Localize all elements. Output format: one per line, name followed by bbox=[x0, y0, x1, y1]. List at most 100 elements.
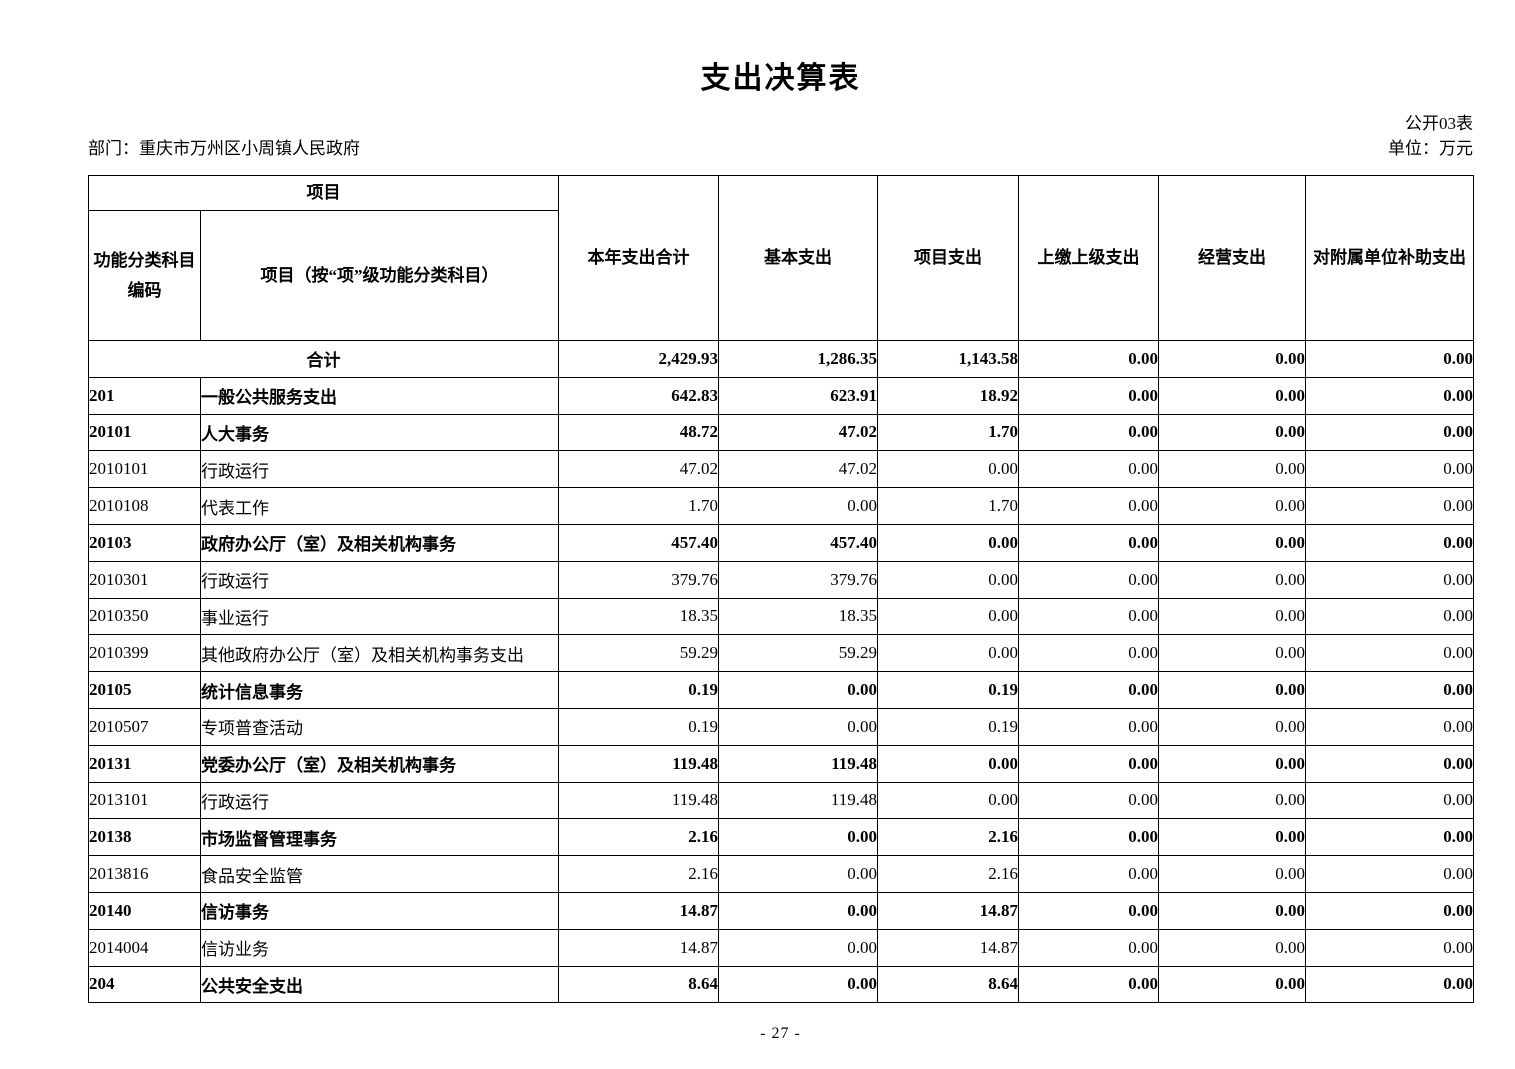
unit-label: 单位：万元 bbox=[1388, 139, 1473, 158]
value-cell: 48.72 bbox=[558, 413, 719, 452]
document-content: 支出决算表 公开03表 部门：重庆市万州区小周镇人民政府 单位：万元 项目 本年… bbox=[88, 0, 1474, 1043]
table-row: 20105 统计信息事务 0.19 0.00 0.19 0.00 0.00 0.00 bbox=[88, 671, 1474, 709]
value-cell: 0.00 bbox=[718, 855, 878, 893]
value-cell: 379.76 bbox=[718, 560, 878, 599]
header-row-group: 项目 本年支出合计 基本支出 项目支出 上缴上级支出 经营支出 对附属单位补助支… bbox=[88, 175, 1474, 341]
value-cell: 0.00 bbox=[1305, 634, 1474, 673]
item-cell: 信访业务 bbox=[200, 928, 559, 967]
value-cell: 0.00 bbox=[718, 487, 878, 525]
value-cell: 0.00 bbox=[877, 597, 1019, 636]
value-cell: 47.02 bbox=[718, 413, 878, 452]
value-cell: 623.91 bbox=[718, 376, 878, 415]
value-cell: 0.00 bbox=[877, 523, 1019, 562]
value-cell: 0.00 bbox=[1018, 744, 1159, 783]
value-cell: 47.02 bbox=[718, 450, 878, 489]
value-cell: 0.00 bbox=[877, 560, 1019, 599]
table-row: 20131 党委办公厅（室）及相关机构事务 119.48 119.48 0.00 0.00… bbox=[88, 744, 1474, 783]
value-cell: 1.70 bbox=[877, 413, 1019, 452]
value-cell: 2.16 bbox=[558, 855, 719, 893]
value-cell: 0.00 bbox=[1305, 560, 1474, 599]
value-cell: 18.35 bbox=[718, 597, 878, 636]
value-cell: 0.00 bbox=[1305, 707, 1474, 746]
table-code-label: 公开03表 bbox=[1405, 114, 1473, 133]
item-cell: 信访事务 bbox=[200, 891, 559, 930]
value-cell: 0.00 bbox=[1018, 781, 1159, 820]
value-cell: 0.00 bbox=[1018, 965, 1159, 1004]
value-cell: 0.00 bbox=[1158, 928, 1306, 967]
value-cell: 14.87 bbox=[877, 891, 1019, 930]
table-row: 20101 人大事务 48.72 47.02 1.70 0.00 0.00 0.00 bbox=[88, 413, 1474, 452]
value-cell: 0.00 bbox=[1158, 671, 1306, 709]
value-cell: 0.00 bbox=[1158, 855, 1306, 893]
table-row: 2013101 行政运行 119.48 119.48 0.00 0.00 0.00 0.00 bbox=[88, 781, 1474, 820]
code-cell: 204 bbox=[88, 965, 201, 1004]
item-cell: 政府办公厅（室）及相关机构事务 bbox=[200, 523, 559, 562]
item-cell: 专项普查活动 bbox=[200, 707, 559, 746]
value-cell: 0.00 bbox=[1158, 450, 1306, 489]
value-cell: 1,286.35 bbox=[718, 340, 878, 378]
value-cell: 0.00 bbox=[1018, 707, 1159, 746]
value-cell: 0.00 bbox=[1158, 523, 1306, 562]
value-cell: 0.00 bbox=[1305, 928, 1474, 967]
value-cell: 0.00 bbox=[718, 891, 878, 930]
value-cell: 0.00 bbox=[718, 818, 878, 857]
code-cell: 2013816 bbox=[88, 855, 201, 893]
value-cell: 0.00 bbox=[1305, 855, 1474, 893]
item-cell: 市场监督管理事务 bbox=[200, 818, 559, 857]
value-cell: 0.00 bbox=[1305, 781, 1474, 820]
value-cell: 0.00 bbox=[1158, 965, 1306, 1004]
value-cell: 119.48 bbox=[558, 744, 719, 783]
value-cell: 0.00 bbox=[1018, 523, 1159, 562]
table-row: 20138 市场监督管理事务 2.16 0.00 2.16 0.00 0.00 0.00 bbox=[88, 818, 1474, 857]
value-cell: 119.48 bbox=[718, 781, 878, 820]
value-cell: 0.00 bbox=[1158, 744, 1306, 783]
value-cell: 0.00 bbox=[1018, 597, 1159, 636]
value-cell: 0.00 bbox=[1158, 781, 1306, 820]
header-col-function-code: 功能分类科目编码 bbox=[88, 210, 201, 341]
table-row: 2014004 信访业务 14.87 0.00 14.87 0.00 0.00 0.00 bbox=[88, 928, 1474, 967]
value-cell: 457.40 bbox=[558, 523, 719, 562]
item-cell: 统计信息事务 bbox=[200, 671, 559, 709]
value-cell: 0.00 bbox=[1018, 340, 1159, 378]
code-cell: 2010350 bbox=[88, 597, 201, 636]
value-cell: 0.00 bbox=[1018, 560, 1159, 599]
value-cell: 0.00 bbox=[1305, 413, 1474, 452]
value-cell: 119.48 bbox=[558, 781, 719, 820]
value-cell: 1,143.58 bbox=[877, 340, 1019, 378]
value-cell: 0.00 bbox=[1158, 376, 1306, 415]
code-cell: 20103 bbox=[88, 523, 201, 562]
value-cell: 2,429.93 bbox=[558, 340, 719, 378]
table-row: 201 一般公共服务支出 642.83 623.91 18.92 0.00 0.00 0.00 bbox=[88, 376, 1474, 415]
table-row: 2010301 行政运行 379.76 379.76 0.00 0.00 0.00 0.00 bbox=[88, 560, 1474, 599]
value-cell: 0.00 bbox=[1305, 376, 1474, 415]
value-cell: 119.48 bbox=[718, 744, 878, 783]
table-row: 2010101 行政运行 47.02 47.02 0.00 0.00 0.00 0.00 bbox=[88, 450, 1474, 489]
value-cell: 0.00 bbox=[1158, 413, 1306, 452]
value-cell: 0.00 bbox=[1018, 818, 1159, 857]
value-cell: 0.00 bbox=[1158, 597, 1306, 636]
value-cell: 0.00 bbox=[718, 671, 878, 709]
header-col-upper-level-payment: 上缴上级支出 bbox=[1018, 175, 1159, 341]
value-cell: 0.00 bbox=[1158, 340, 1306, 378]
item-cell: 其他政府办公厅（室）及相关机构事务支出 bbox=[200, 634, 559, 673]
table-row: 204 公共安全支出 8.64 0.00 8.64 0.00 0.00 0.00 bbox=[88, 965, 1474, 1004]
value-cell: 47.02 bbox=[558, 450, 719, 489]
value-cell: 0.00 bbox=[1158, 891, 1306, 930]
value-cell: 59.29 bbox=[718, 634, 878, 673]
value-cell: 0.00 bbox=[1158, 634, 1306, 673]
code-cell: 2010507 bbox=[88, 707, 201, 746]
code-cell: 2013101 bbox=[88, 781, 201, 820]
value-cell: 0.00 bbox=[1018, 928, 1159, 967]
value-cell: 0.00 bbox=[1018, 413, 1159, 452]
item-cell: 事业运行 bbox=[200, 597, 559, 636]
header-col-operating-expenditure: 经营支出 bbox=[1158, 175, 1306, 341]
item-cell: 行政运行 bbox=[200, 450, 559, 489]
value-cell: 2.16 bbox=[558, 818, 719, 857]
expenditure-table: 项目 本年支出合计 基本支出 项目支出 上缴上级支出 经营支出 对附属单位补助支… bbox=[88, 175, 1474, 1004]
value-cell: 0.19 bbox=[877, 671, 1019, 709]
code-cell: 2010101 bbox=[88, 450, 201, 489]
value-cell: 1.70 bbox=[877, 487, 1019, 525]
table-row: 2010108 代表工作 1.70 0.00 1.70 0.00 0.00 0.00 bbox=[88, 487, 1474, 525]
value-cell: 0.00 bbox=[1018, 487, 1159, 525]
